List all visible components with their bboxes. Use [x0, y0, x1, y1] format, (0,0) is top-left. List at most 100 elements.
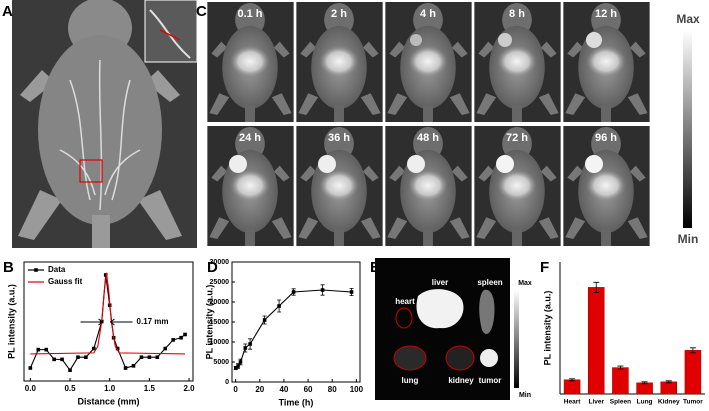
- panel-label: B: [3, 259, 14, 276]
- x-tick-label: 2.0: [183, 384, 195, 393]
- x-tick-label: 80: [328, 385, 337, 394]
- panel-label: A: [2, 3, 13, 20]
- marker: [76, 355, 80, 359]
- marker: [243, 346, 248, 350]
- line: [30, 272, 186, 355]
- panel-a-image: [12, 0, 198, 248]
- annotation: 0.17 mm: [137, 317, 169, 326]
- x-tick-label: Tumor: [683, 399, 703, 406]
- x-axis-title: Distance (mm): [77, 396, 139, 406]
- x-tick-label: Kidney: [658, 399, 680, 406]
- time-label: 12 h: [595, 8, 617, 20]
- organ-label: spleen: [477, 278, 502, 287]
- time-label: 8 h: [509, 8, 525, 20]
- panel-e-image: [375, 258, 519, 400]
- bar: [612, 367, 629, 395]
- plot-frame: [23, 261, 194, 382]
- legend-label: Data: [48, 265, 66, 274]
- marker: [163, 346, 168, 351]
- legend-marker: [34, 268, 38, 272]
- marker: [183, 332, 187, 337]
- time-label: 24 h: [239, 132, 261, 144]
- error-bar: [617, 365, 624, 370]
- marker: [236, 364, 240, 368]
- bar: [588, 287, 605, 395]
- time-label: 4 h: [420, 8, 436, 20]
- marker: [179, 335, 183, 340]
- marker: [131, 364, 136, 368]
- marker: [139, 355, 144, 359]
- error-bar: [569, 378, 576, 382]
- x-tick-label: Lung: [637, 399, 653, 406]
- x-tick-label: Spleen: [610, 399, 631, 406]
- bar: [636, 382, 653, 395]
- marker: [171, 338, 175, 342]
- error-bar: [641, 381, 648, 385]
- x-tick-label: Heart: [564, 399, 581, 406]
- scale-max: Max: [676, 12, 700, 26]
- marker: [123, 366, 128, 370]
- annotation-arrow: [80, 318, 133, 326]
- organ-label: kidney: [448, 376, 474, 385]
- marker: [44, 347, 49, 352]
- line: [235, 289, 352, 369]
- error-bar: [593, 281, 600, 293]
- x-tick-label: 0.0: [25, 384, 37, 393]
- bar: [563, 379, 581, 395]
- y-tick-label: 0: [225, 379, 229, 386]
- x-tick-label: 0.5: [64, 384, 76, 393]
- x-tick-label: 1.5: [144, 384, 156, 393]
- marker: [92, 346, 96, 351]
- organ-label: liver: [432, 278, 448, 287]
- bar: [684, 350, 702, 395]
- plot-frame: [231, 261, 361, 383]
- marker: [52, 357, 56, 362]
- organ-label: tumor: [479, 376, 502, 385]
- x-tick-label: 20: [255, 385, 264, 394]
- marker: [349, 290, 354, 294]
- scale-min: Min: [678, 232, 699, 246]
- marker: [262, 318, 267, 322]
- time-label: 36 h: [328, 132, 350, 144]
- marker: [115, 346, 120, 351]
- marker: [84, 355, 88, 359]
- marker: [155, 355, 160, 359]
- time-label: 2 h: [331, 8, 347, 20]
- bar: [660, 381, 677, 395]
- marker: [248, 342, 252, 346]
- legend-label: Gauss fit: [48, 277, 83, 286]
- time-label: 48 h: [417, 132, 439, 144]
- organ-label: lung: [402, 376, 419, 385]
- time-label: 0.1 h: [237, 8, 262, 20]
- panel-label: F: [540, 259, 549, 276]
- x-tick-label: Liver: [588, 399, 604, 406]
- y-axis-title: PL intensity (a.u.): [542, 291, 552, 366]
- y-tick-label: 25000: [210, 279, 230, 286]
- time-label: 72 h: [506, 132, 528, 144]
- panel-label: C: [196, 3, 207, 20]
- marker: [60, 357, 64, 362]
- time-label: 96 h: [595, 132, 617, 144]
- marker: [36, 347, 41, 352]
- y-axis-title: PL intensity (a.u.): [6, 284, 16, 359]
- x-tick-label: 0: [233, 385, 238, 394]
- x-tick-label: 1.0: [104, 384, 116, 393]
- marker: [68, 368, 72, 372]
- marker: [147, 355, 152, 359]
- y-tick-label: 5000: [213, 359, 229, 366]
- organ-label: heart: [395, 297, 415, 306]
- marker: [320, 288, 325, 292]
- x-tick-label: 40: [279, 385, 288, 394]
- scale-min: Min: [519, 392, 531, 399]
- y-tick-label: 10000: [210, 339, 230, 346]
- marker: [291, 290, 296, 294]
- panel-c-images: [207, 2, 692, 246]
- y-tick-label: 15000: [210, 319, 230, 326]
- x-tick-label: 100: [350, 385, 364, 394]
- error-bar: [665, 380, 672, 384]
- y-tick-label: 30000: [210, 259, 230, 266]
- error-bar: [689, 347, 696, 354]
- panel-label: D: [207, 259, 218, 276]
- marker: [277, 304, 281, 308]
